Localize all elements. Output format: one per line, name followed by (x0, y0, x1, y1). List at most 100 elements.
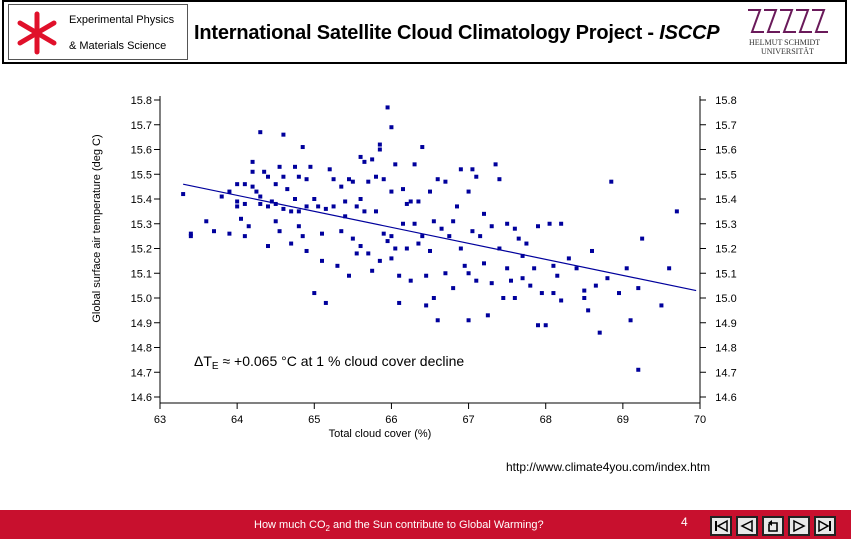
data-point (431, 219, 436, 224)
data-point (609, 179, 614, 184)
data-point (181, 192, 186, 197)
data-point (628, 318, 633, 323)
footer-title-sub: 2 (325, 524, 330, 534)
data-point (331, 204, 336, 209)
slide-header: Experimental Physics & Materials Science… (2, 0, 847, 64)
data-point (266, 174, 270, 179)
x-tick-label: 70 (694, 414, 706, 426)
data-point (505, 221, 510, 226)
data-point (362, 159, 367, 164)
data-point (374, 174, 378, 179)
next-slide-button[interactable] (788, 516, 810, 536)
data-point (597, 330, 602, 335)
y-tick-label-right: 14.8 (715, 343, 736, 355)
previous-slide-button[interactable] (736, 516, 758, 536)
data-point (281, 206, 286, 211)
data-point (455, 204, 459, 209)
data-point (343, 214, 348, 219)
data-point (536, 224, 540, 229)
data-point (254, 189, 259, 194)
x-tick-label: 69 (617, 414, 629, 426)
data-point (262, 169, 267, 174)
data-point (242, 234, 247, 239)
data-point (416, 241, 421, 246)
last-slide-icon (818, 519, 831, 533)
data-point (188, 234, 193, 239)
y-tick-label-right: 14.9 (715, 318, 736, 330)
return-button[interactable] (762, 516, 784, 536)
data-point (401, 221, 405, 226)
data-point (512, 226, 517, 231)
data-point (412, 162, 417, 167)
data-point (235, 182, 240, 187)
y-tick-label-left: 15.7 (131, 120, 152, 132)
data-point (273, 219, 278, 224)
x-tick-label: 68 (540, 414, 552, 426)
x-tick-label: 66 (385, 414, 397, 426)
data-point (285, 187, 290, 192)
data-point (358, 244, 363, 249)
y-tick-label-right: 15.4 (715, 194, 736, 206)
data-point (489, 281, 494, 286)
data-point (485, 313, 490, 318)
data-point (566, 256, 571, 261)
data-point (339, 184, 344, 189)
data-point (435, 318, 440, 323)
data-point (296, 224, 301, 229)
scatter-chart: 15.8 15.8 15.7 15.7 15.6 15.6 15.5 15.5 15.4 15.4… (91, 95, 737, 440)
data-point (304, 177, 309, 182)
data-point (389, 234, 394, 239)
annotation-delta: ΔT (194, 353, 212, 369)
data-point (532, 266, 537, 271)
data-point (335, 263, 340, 268)
data-point (462, 263, 467, 268)
data-point (516, 236, 521, 241)
data-point (235, 199, 240, 204)
data-point (258, 194, 263, 199)
data-point (470, 229, 475, 234)
previous-slide-icon (740, 519, 753, 533)
data-point (362, 209, 367, 214)
data-point (524, 241, 529, 246)
data-point (323, 300, 328, 305)
data-point (316, 204, 321, 209)
data-point (439, 226, 444, 231)
data-point (555, 273, 560, 278)
data-point (320, 231, 324, 236)
y-tick-label-right: 15.5 (715, 169, 736, 181)
data-point (474, 278, 479, 283)
data-point (424, 273, 429, 278)
data-point (350, 236, 355, 241)
y-tick-label-right: 15.6 (715, 145, 736, 157)
data-point (277, 164, 282, 169)
data-point (273, 201, 278, 206)
data-point (443, 271, 448, 276)
data-point (273, 182, 278, 187)
source-url[interactable]: http://www.climate4you.com/index.htm (506, 460, 711, 474)
data-point (235, 204, 240, 209)
data-point (366, 179, 371, 184)
data-point (509, 278, 513, 283)
data-point (482, 261, 486, 266)
first-slide-button[interactable] (710, 516, 732, 536)
data-point (381, 177, 386, 182)
data-point (582, 288, 587, 293)
annotation-subscript: E (212, 361, 219, 372)
data-point (493, 162, 498, 167)
return-icon (768, 520, 778, 532)
data-point (343, 199, 348, 204)
data-point (482, 211, 486, 216)
data-point (366, 251, 371, 256)
data-point (412, 221, 417, 226)
data-point (308, 164, 313, 169)
y-tick-label-left: 15.8 (131, 95, 152, 107)
data-point (327, 167, 332, 172)
y-tick-label-right: 15.2 (715, 244, 736, 256)
data-point (188, 231, 193, 236)
data-point (617, 291, 621, 296)
data-point (377, 142, 382, 147)
data-point (605, 276, 610, 281)
data-point (401, 187, 405, 192)
last-slide-button[interactable] (814, 516, 836, 536)
title-main-text: International Satellite Cloud Climatolog… (194, 22, 660, 44)
